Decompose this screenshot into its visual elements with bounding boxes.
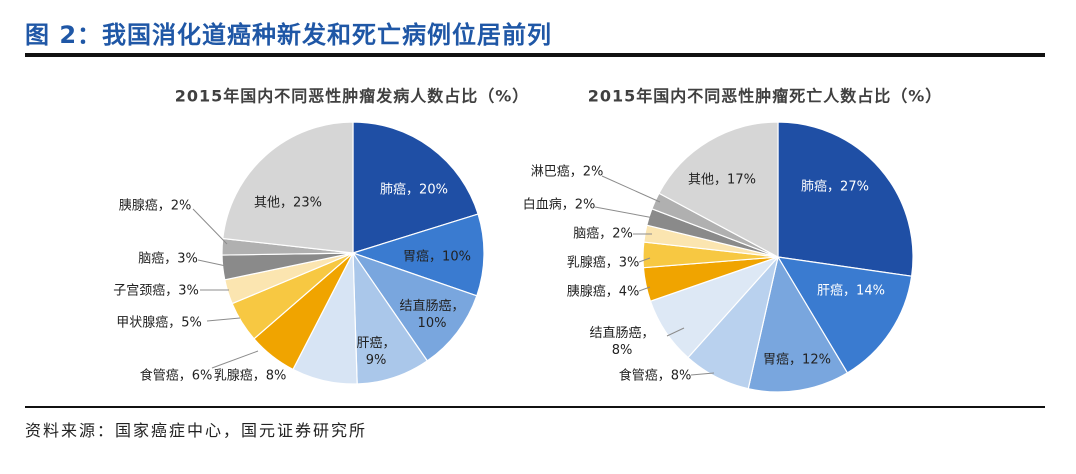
mortality-label-colorectal-name: 结直肠癌， (589, 325, 654, 341)
incidence-leader-thyroid (206, 317, 241, 322)
incidence-leader-brain (197, 259, 227, 267)
mortality-label-other: 其他，17% (688, 173, 756, 188)
mortality-label-leukemia: 白血病，2% (523, 197, 596, 213)
incidence-label-stomach: 胃癌，10% (403, 249, 471, 265)
incidence-label-lung: 肺癌，20% (380, 182, 448, 198)
incidence-leader-esophagus (211, 350, 259, 369)
incidence-label-pancreas: 胰腺癌，2% (119, 198, 192, 214)
mortality-leader-leukemia (594, 206, 655, 219)
incidence-pie-chart: 2015年国内不同恶性肿瘤发病人数占比（%） 肺癌，20% 胃癌，10% 结直肠癌，… (113, 87, 530, 385)
mortality-label-breast: 乳腺癌，3% (567, 255, 640, 271)
mortality-leader-breast (638, 257, 651, 263)
mortality-label-brain: 脑癌，2% (573, 226, 633, 242)
mortality-leader-esophagus (690, 372, 715, 376)
title-divider (25, 53, 1045, 57)
mortality-slice-stomach (747, 256, 848, 393)
mortality-leader-pancreas (638, 286, 651, 292)
mortality-leader-colorectal (666, 327, 685, 337)
mortality-slice-liver (777, 256, 913, 374)
mortality-label-liver: 肝癌，14% (817, 283, 885, 299)
incidence-label-brain: 脑癌，3% (138, 251, 198, 267)
mortality-pie-chart: 2015年国内不同恶性肿瘤死亡人数占比（%） 肺癌，27% 肝癌，14% 胃癌，12… (523, 87, 943, 393)
mortality-label-stomach: 胃癌，12% (763, 352, 831, 368)
source-note: 资料来源：国家癌症中心，国元证券研究所 (25, 421, 368, 440)
incidence-label-liver: 肝癌， 9% (356, 335, 395, 368)
figure-title: 图 2：我国消化道癌种新发和死亡病例位居前列 (25, 21, 553, 49)
incidence-slice-stomach (352, 213, 485, 297)
incidence-label-liver-value: 9% (366, 353, 387, 368)
mortality-slice-lung (777, 121, 914, 277)
incidence-slice-other (222, 121, 354, 254)
incidence-leader-lines (192, 208, 259, 369)
incidence-label-breast: 乳腺癌，8% (214, 368, 287, 384)
source-divider (25, 406, 1045, 408)
incidence-leader-pancreas (192, 208, 228, 245)
mortality-pie-slices (642, 121, 914, 393)
incidence-label-colorectal: 结直肠癌， 10% (399, 298, 464, 331)
incidence-label-colorectal-value: 10% (418, 316, 447, 331)
mortality-label-colorectal-value: 8% (612, 343, 633, 358)
mortality-label-colorectal: 结直肠癌， 8% (589, 325, 654, 358)
mortality-slice-labels: 肺癌，27% 肝癌，14% 胃癌，12% 食管癌，8% 结直肠癌， 8% 胰腺癌，4% 乳腺癌… (523, 164, 885, 384)
mortality-leader-lymphoma (601, 175, 661, 203)
incidence-label-colorectal-name: 结直肠癌， (399, 298, 464, 314)
incidence-chart-title: 2015年国内不同恶性肿瘤发病人数占比（%） (175, 87, 530, 106)
incidence-label-other: 其他，23% (254, 196, 322, 211)
mortality-label-lymphoma: 淋巴癌，2% (531, 164, 604, 180)
mortality-slice-other (658, 121, 779, 258)
incidence-label-liver-name: 肝癌， (356, 335, 395, 351)
mortality-leader-lines (594, 175, 715, 376)
mortality-label-lung: 肺癌，27% (801, 179, 869, 195)
incidence-label-esophagus: 食管癌，6% (140, 368, 213, 384)
mortality-label-pancreas: 胰腺癌，4% (567, 284, 640, 300)
incidence-slice-colorectal (352, 252, 478, 362)
incidence-label-thyroid: 甲状腺癌，5% (116, 315, 202, 331)
incidence-label-cervix: 子宫颈癌，3% (113, 283, 199, 299)
mortality-label-esophagus: 食管癌，8% (619, 368, 692, 384)
incidence-slice-lung (352, 121, 479, 254)
mortality-chart-title: 2015年国内不同恶性肿瘤死亡人数占比（%） (588, 87, 943, 106)
incidence-pie-slices (221, 121, 485, 385)
incidence-slice-labels: 肺癌，20% 胃癌，10% 结直肠癌， 10% 肝癌， 9% 乳腺癌，8%食管癌，6% 甲状腺… (113, 182, 471, 384)
